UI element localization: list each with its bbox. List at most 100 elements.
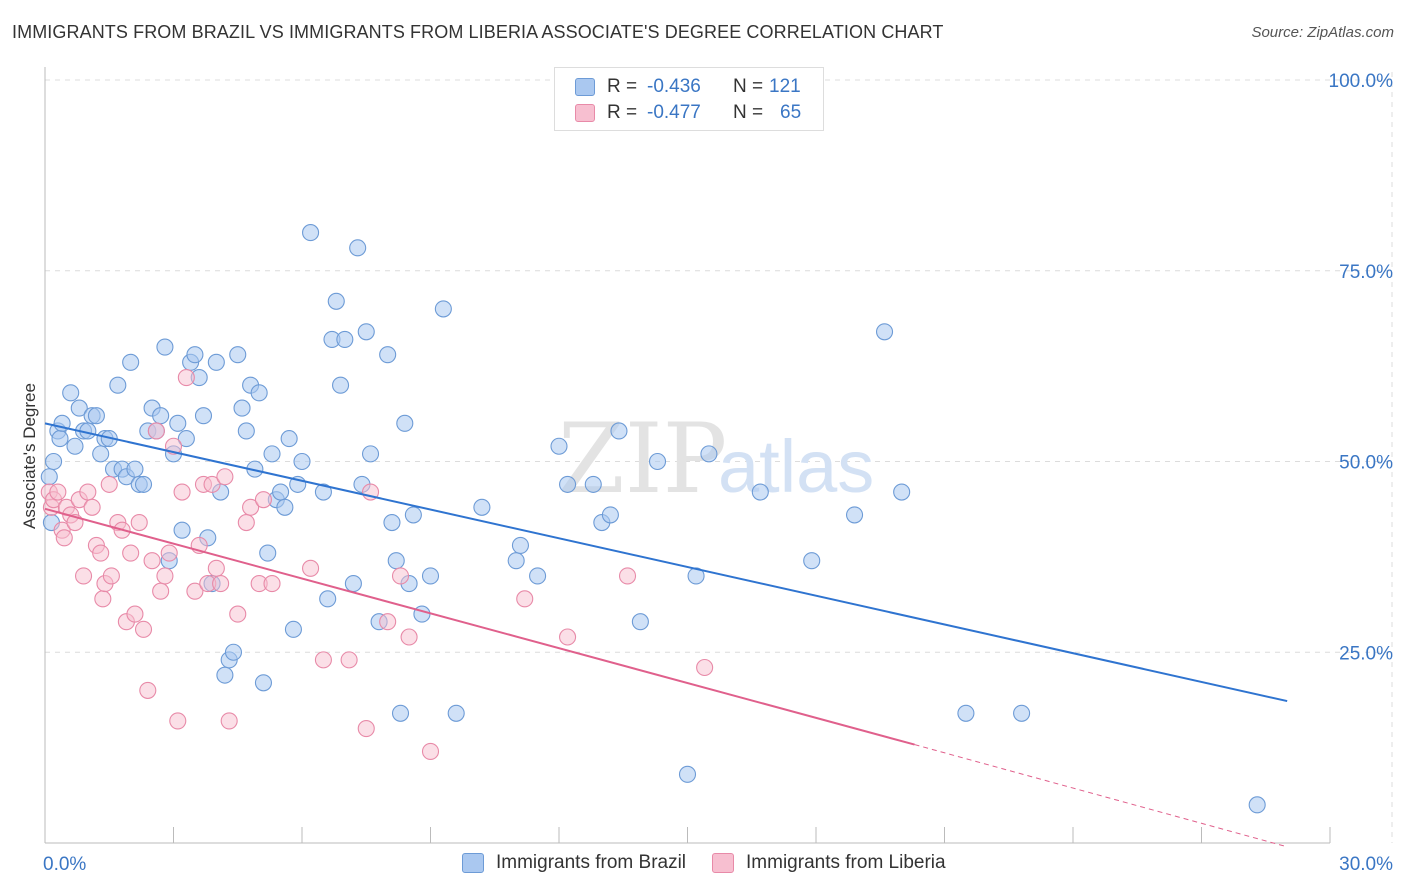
brazil-point [122, 353, 140, 371]
legend-row-brazil: R = -0.436 N = 121 [575, 75, 801, 99]
brazil-point [319, 590, 337, 608]
y-tick-label: 50.0% [1339, 453, 1393, 474]
series-legend: Immigrants from Brazil Immigrants from L… [462, 852, 972, 874]
brazil-point [152, 407, 170, 425]
brazil-point [45, 452, 63, 471]
liberia-swatch [575, 104, 595, 122]
brazil-point [276, 498, 294, 516]
liberia-point [55, 529, 73, 547]
brazil-point [229, 346, 247, 364]
correlation-legend: R = -0.436 N = 121 R = -0.477 N = 65 [554, 67, 824, 131]
brazil-point [803, 552, 821, 570]
brazil-point [344, 575, 362, 593]
liberia-point [314, 651, 332, 669]
zipatlas-watermark: ZIP atlas [558, 403, 874, 515]
legend-item-brazil[interactable]: Immigrants from Brazil [462, 852, 686, 874]
legend-item-liberia[interactable]: Immigrants from Liberia [712, 852, 946, 874]
brazil-point [396, 414, 414, 432]
brazil-point [92, 445, 110, 463]
source-credit: Source: ZipAtlas.com [1251, 24, 1394, 41]
brazil-legend-label: Immigrants from Brazil [496, 852, 687, 873]
liberia-point [203, 475, 221, 493]
brazil-point [447, 704, 465, 722]
liberia-point [340, 651, 358, 669]
brazil-point [173, 521, 191, 539]
brazil-point [383, 513, 401, 532]
liberia-point [152, 582, 170, 600]
brazil-point [434, 300, 452, 318]
liberia-point [177, 369, 195, 387]
brazil-point [404, 506, 422, 524]
liberia-point [173, 483, 191, 501]
liberia-point [169, 712, 187, 730]
legend-row-liberia: R = -0.477 N = 65 [575, 101, 801, 125]
y-tick-label: 25.0% [1339, 643, 1393, 664]
liberia-point [94, 590, 112, 608]
liberia-point [302, 559, 320, 577]
liberia-point [122, 544, 140, 562]
liberia-point [242, 498, 260, 516]
brazil-point [1013, 704, 1031, 722]
liberia-point [421, 742, 440, 760]
brazil-point [610, 422, 628, 440]
trend-lines [44, 422, 1288, 848]
liberia-point [391, 567, 410, 585]
brazil-point [601, 506, 619, 524]
brazil-point [70, 399, 88, 417]
brazil-point [331, 376, 350, 394]
brazil-point [700, 445, 718, 463]
brazil-point [272, 483, 290, 501]
brazil-point [648, 452, 667, 471]
liberia-r-value: -0.477 [647, 102, 701, 123]
liberia-point [100, 475, 118, 493]
liberia-point [126, 605, 144, 623]
brazil-n-value: 121 [769, 76, 801, 97]
liberia-n-label: N = [733, 102, 764, 123]
watermark-atlas: atlas [718, 425, 874, 508]
x-tick-label-max: 30.0% [1339, 854, 1393, 875]
brazil-point [109, 376, 127, 394]
brazil-point [224, 643, 243, 661]
brazil-point [254, 674, 273, 692]
liberia-legend-swatch [712, 853, 735, 873]
brazil-point [284, 620, 302, 638]
brazil-point [875, 323, 894, 341]
brazil-point [233, 399, 251, 417]
brazil-trend-line [44, 422, 1288, 703]
liberia-point [212, 575, 230, 593]
brazil-point [357, 323, 375, 341]
brazil-point [263, 445, 281, 463]
brazil-point [207, 353, 225, 371]
brazil-point [280, 430, 298, 448]
brazil-n-label: N = [733, 76, 764, 97]
brazil-point [336, 330, 354, 348]
liberia-trend-extension [914, 744, 1288, 848]
brazil-point [51, 430, 69, 448]
brazil-point [302, 224, 320, 242]
liberia-point [216, 468, 234, 486]
y-tick-label: 75.0% [1339, 262, 1393, 283]
brazil-r-value: -0.436 [647, 76, 701, 97]
brazil-point [421, 567, 440, 585]
liberia-point [102, 567, 120, 585]
brazil-point [349, 239, 367, 257]
brazil-point [751, 483, 769, 501]
brazil-point [62, 384, 80, 402]
liberia-point [559, 628, 577, 646]
brazil-point [87, 407, 105, 425]
liberia-point [130, 513, 148, 532]
brazil-point [379, 346, 397, 364]
brazil-point [237, 422, 255, 440]
brazil-swatch [575, 78, 595, 96]
brazil-point [126, 460, 144, 478]
liberia-point [92, 544, 110, 562]
brazil-point [511, 536, 530, 554]
brazil-point [1248, 796, 1266, 814]
liberia-point [83, 498, 101, 516]
brazil-point [169, 414, 187, 432]
brazil-point [250, 384, 268, 402]
liberia-n-value: 65 [780, 102, 802, 123]
liberia-point [357, 719, 375, 738]
liberia-point [254, 491, 273, 509]
